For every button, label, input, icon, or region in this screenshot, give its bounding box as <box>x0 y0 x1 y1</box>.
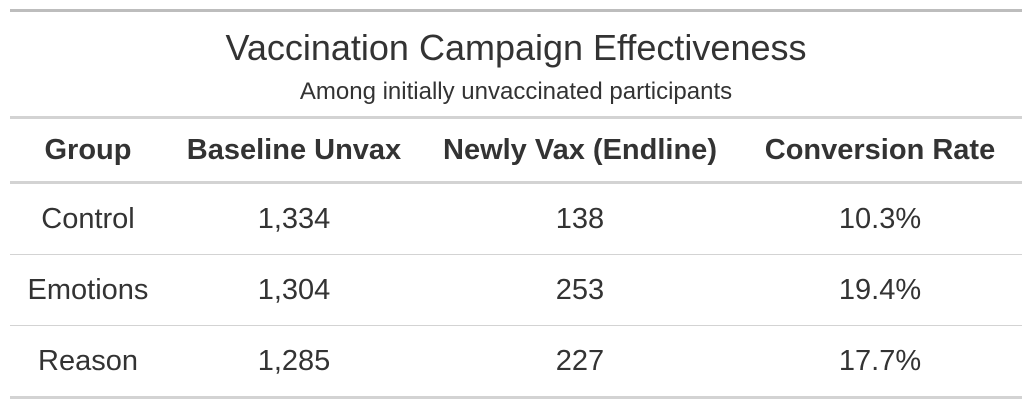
cell-conversion-rate: 17.7% <box>738 325 1022 399</box>
cell-group: Control <box>10 182 166 255</box>
cell-baseline-unvax: 1,304 <box>166 254 422 326</box>
column-header-group: Group <box>10 119 166 184</box>
data-table: Group Baseline Unvax Newly Vax (Endline)… <box>10 119 1022 399</box>
cell-group: Emotions <box>10 254 166 326</box>
cell-group: Reason <box>10 325 166 399</box>
cell-newly-vax: 253 <box>422 254 738 326</box>
table-row: Reason 1,285 227 17.7% <box>10 325 1022 399</box>
cell-newly-vax: 138 <box>422 182 738 255</box>
table-row: Emotions 1,304 253 19.4% <box>10 254 1022 326</box>
cell-conversion-rate: 19.4% <box>738 254 1022 326</box>
column-header-conversion-rate: Conversion Rate <box>738 119 1022 184</box>
table-row: Control 1,334 138 10.3% <box>10 182 1022 255</box>
table-title: Vaccination Campaign Effectiveness <box>225 27 807 68</box>
header-row: Group Baseline Unvax Newly Vax (Endline)… <box>10 119 1022 184</box>
top-rule <box>10 9 1022 12</box>
column-header-baseline-unvax: Baseline Unvax <box>166 119 422 184</box>
cell-baseline-unvax: 1,285 <box>166 325 422 399</box>
column-header-newly-vax: Newly Vax (Endline) <box>422 119 738 184</box>
cell-newly-vax: 227 <box>422 325 738 399</box>
table-subtitle: Among initially unvaccinated participant… <box>299 78 733 105</box>
header-divider <box>10 116 1022 119</box>
summary-table: Vaccination Campaign Effectiveness Among… <box>10 9 1022 399</box>
cell-conversion-rate: 10.3% <box>738 182 1022 255</box>
cell-baseline-unvax: 1,334 <box>166 182 422 255</box>
